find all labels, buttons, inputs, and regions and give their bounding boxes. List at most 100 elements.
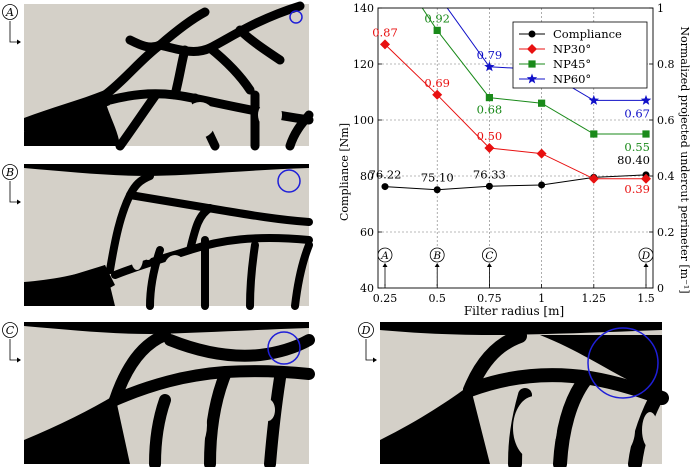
legend-entry: Compliance xyxy=(553,27,622,41)
panel-c-topology xyxy=(24,322,315,467)
panel-b-label-circle xyxy=(2,164,18,180)
panel-a: A xyxy=(2,1,314,151)
annotation-label-c: C xyxy=(485,250,493,262)
data-point-np45 xyxy=(642,130,650,138)
panel-d-label: D xyxy=(361,324,371,337)
annotation-label-d: D xyxy=(641,250,651,262)
panel-b: B xyxy=(2,164,313,310)
x-axis-label: Filter radius [m] xyxy=(464,304,564,318)
series-line-np30 xyxy=(384,44,646,180)
data-point-compliance xyxy=(381,183,389,191)
y-axis-right-label: Normalized projected undercut perimeter … xyxy=(678,26,691,293)
legend-marker xyxy=(526,73,538,84)
y-right-tick-label: 0.8 xyxy=(657,58,675,71)
series-line-np45 xyxy=(421,8,646,135)
y-right-tick-label: 0.2 xyxy=(657,226,675,239)
data-point-compliance xyxy=(538,181,546,189)
data-label: 0.92 xyxy=(424,11,450,25)
legend-marker xyxy=(528,60,536,68)
series-group xyxy=(380,8,652,194)
data-point-compliance xyxy=(433,186,441,194)
panel-b-topology xyxy=(24,164,313,310)
x-tick-label: 0.25 xyxy=(373,292,398,305)
annotation-arrowhead-c xyxy=(486,263,492,267)
data-point-np45 xyxy=(590,130,598,138)
data-label: 0.39 xyxy=(624,182,650,196)
annotation-label-b: B xyxy=(432,250,441,262)
x-tick-label: 1.25 xyxy=(582,292,607,305)
data-label: 76.22 xyxy=(369,168,402,182)
data-point-np60 xyxy=(484,61,495,72)
data-label: 0.67 xyxy=(624,106,650,120)
x-tick-label: 1 xyxy=(538,292,545,305)
x-tick-label: 0.5 xyxy=(428,292,446,305)
series-line-compliance xyxy=(384,174,647,191)
panel-a-label-circle xyxy=(2,4,18,20)
annotation-circle-d xyxy=(638,247,654,263)
data-label: 0.55 xyxy=(624,140,650,154)
data-point-np60 xyxy=(640,94,652,105)
data-label: 0.50 xyxy=(477,129,503,143)
panel-c-filter-circle xyxy=(267,331,301,365)
panel-d: D xyxy=(358,322,669,467)
panel-b-filter-circle xyxy=(277,169,301,193)
x-tick-label: 0.75 xyxy=(477,292,502,305)
chart: 40 60 80 100 120 140 0 0.2 0.4 0.6 0.8 1 0.25 0.5 0.75… xyxy=(353,2,675,305)
y-right-tick-label: 0 xyxy=(657,282,664,295)
data-point-np30 xyxy=(484,143,495,153)
y-left-tick-label: 40 xyxy=(360,282,374,295)
legend-marker xyxy=(527,44,537,54)
data-point-np45 xyxy=(433,26,441,34)
y-right-tick-label: 0.4 xyxy=(657,170,675,183)
data-point-np30 xyxy=(380,39,390,50)
y-left-tick-label: 120 xyxy=(353,58,374,71)
y-right-tick-label: 1 xyxy=(657,2,664,15)
panel-a-topology xyxy=(24,1,314,151)
panel-d-label-circle xyxy=(358,322,374,338)
x-tick-label: 1.5 xyxy=(637,292,655,305)
panel-d-axis-arrow-icon xyxy=(365,339,376,361)
data-label: 0.87 xyxy=(372,25,398,39)
data-label: 75.10 xyxy=(421,171,454,185)
data-point-np30 xyxy=(432,89,443,100)
data-label: 0.69 xyxy=(424,76,450,90)
data-label: 0.79 xyxy=(477,48,503,62)
legend-entry: NP30° xyxy=(553,42,591,56)
panel-d-topology xyxy=(380,322,669,467)
data-label: 80.40 xyxy=(617,153,650,167)
y-right-tick-label: 0.6 xyxy=(657,114,675,127)
panel-a-filter-circle xyxy=(289,10,303,24)
y-left-tick-label: 80 xyxy=(360,170,374,183)
annotation-circle-a xyxy=(377,247,393,263)
annotation-arrowhead-b xyxy=(434,263,440,267)
panel-c: C xyxy=(2,322,315,467)
y-axis-left-label: Compliance [Nm] xyxy=(338,123,351,221)
panel-c-label-circle xyxy=(2,322,18,338)
y-left-tick-label: 100 xyxy=(353,114,374,127)
panel-a-axis-arrow-icon xyxy=(9,21,20,43)
data-label: 0.68 xyxy=(477,103,503,117)
annotation-label-a: A xyxy=(380,250,389,262)
annotation-arrowhead-a xyxy=(382,263,388,267)
annotation-arrowhead-d xyxy=(643,263,649,267)
plot-frame xyxy=(377,7,654,289)
data-point-np30 xyxy=(641,173,651,184)
panel-c-axis-arrow-icon xyxy=(9,339,20,361)
legend-entry: NP45° xyxy=(553,57,591,71)
data-point-np45 xyxy=(485,94,493,102)
data-point-np60 xyxy=(588,94,600,105)
panel-c-label: C xyxy=(6,324,15,337)
data-label: 76.33 xyxy=(473,167,506,181)
data-point-np30 xyxy=(588,173,599,184)
panel-b-label: B xyxy=(5,166,14,179)
y-left-tick-label: 60 xyxy=(360,226,374,239)
panel-b-axis-arrow-icon xyxy=(9,181,20,203)
panel-a-label: A xyxy=(5,6,14,19)
data-point-np45 xyxy=(538,99,546,107)
annotation-circle-c xyxy=(481,247,497,263)
y-left-tick-label: 140 xyxy=(353,2,374,15)
legend-marker xyxy=(528,30,536,38)
data-point-np30 xyxy=(536,148,547,159)
annotation-circle-b xyxy=(429,247,445,263)
